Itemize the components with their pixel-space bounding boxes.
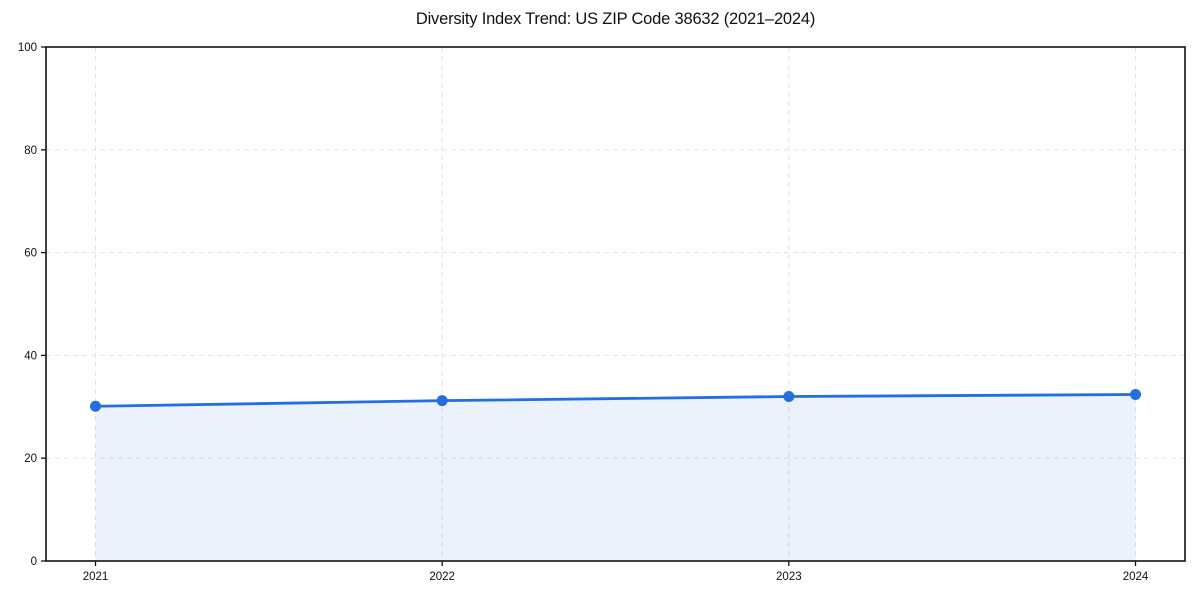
y-tick-label-80: 80 bbox=[24, 145, 37, 157]
plot-box bbox=[45, 46, 1186, 562]
x-tick-label-2024: 2024 bbox=[1123, 571, 1149, 583]
data-point-2023 bbox=[783, 391, 795, 403]
y-tick-label-20: 20 bbox=[24, 453, 37, 465]
data-point-2021 bbox=[90, 400, 101, 412]
area-fill bbox=[95, 394, 1136, 561]
data-point-2024 bbox=[1130, 388, 1141, 400]
chart-title: Diversity Index Trend: US ZIP Code 38632… bbox=[415, 10, 816, 28]
y-tick-label-100: 100 bbox=[18, 42, 37, 54]
trend-line bbox=[94, 393, 1137, 408]
x-tick-label-2021: 2021 bbox=[83, 571, 109, 583]
y-tick-label-40: 40 bbox=[24, 350, 37, 362]
x-tick-label-2022: 2022 bbox=[429, 571, 455, 583]
x-tick-label-2023: 2023 bbox=[776, 571, 802, 583]
data-point-2022 bbox=[436, 395, 448, 407]
y-tick-label-60: 60 bbox=[24, 248, 37, 260]
y-tick-label-0: 0 bbox=[31, 556, 37, 568]
